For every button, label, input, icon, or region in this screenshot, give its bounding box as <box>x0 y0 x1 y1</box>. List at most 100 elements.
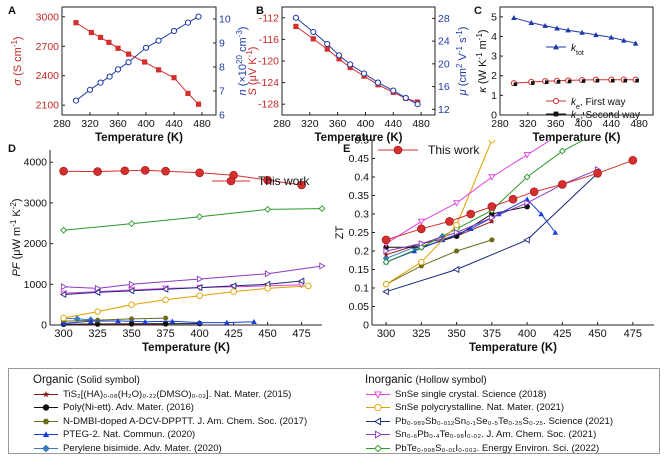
reference-zt-line <box>385 239 493 285</box>
panel-letter: D <box>8 143 16 155</box>
y-axis-label-part: -2 <box>9 202 18 210</box>
panel-c: 280 320 360 400 440 480 Temperature (K) 0 1 2 3 4 5C… <box>474 5 654 144</box>
reference-pf-point <box>264 270 272 278</box>
reference-pf-point <box>161 285 169 293</box>
ktot-series-point <box>608 34 615 40</box>
y-axis-label-part: -1 <box>475 33 484 41</box>
legend-label-part: k <box>571 110 577 121</box>
legend-item: SnSe polycrystalline. Nat. Mater. (2021) <box>365 401 613 414</box>
this-work-pf-point <box>120 166 130 176</box>
legend-swatch-marker <box>374 430 383 439</box>
y-axis-label: μ (cm2 V-1 s-1) <box>455 27 470 97</box>
legend-item-label: TiS₂[(HA)₀.₀₈(H₂O)₀.₂₂(DMSO)₀.₀₃]. Nat. … <box>63 389 292 400</box>
x-tick-label: 360 <box>329 118 347 130</box>
y-tick-label: 20 <box>438 58 450 70</box>
y-axis-label-part: -1 <box>245 50 254 58</box>
y-axis-label-part: -1 <box>475 52 484 60</box>
reference-zt-line <box>385 140 585 263</box>
this-work-zt-point <box>529 187 539 197</box>
reference-pf-point <box>251 318 257 324</box>
reference-pf-line <box>63 317 166 322</box>
reference-pf-point <box>128 320 135 327</box>
y-axis-label-part: PF <box>11 261 23 276</box>
y-tick-label: 4000 <box>24 157 48 169</box>
legend-label-part: , Second way <box>580 110 640 121</box>
y-axis-label-part: K <box>11 209 23 220</box>
y-tick-label: 5 <box>491 11 497 23</box>
reference-pf-point <box>297 277 305 285</box>
reference-zt-point <box>558 147 566 155</box>
reference-zt-line <box>385 220 493 256</box>
this-work-pf-point <box>195 168 204 178</box>
y-axis-label-part: ) <box>247 47 259 51</box>
legend-item: PTEG-2. Nat. Commun. (2020) <box>33 428 307 441</box>
reference-zt-point <box>467 226 474 232</box>
x-tick-label: 400 <box>137 118 155 130</box>
this-work-pf-point <box>161 166 170 176</box>
legend-label-part: , First way <box>580 97 626 108</box>
reference-pf-point <box>196 213 204 221</box>
n-series-point <box>106 73 113 80</box>
sigma-series-point <box>73 20 79 26</box>
y-axis-label-part: ) <box>11 198 23 202</box>
legend-item-label: Poly(Ni-ett). Adv. Mater. (2016) <box>63 402 194 414</box>
y-tick-label: -124 <box>258 77 279 89</box>
legend-item: SnSe single crystal. Science (2018) <box>365 388 613 401</box>
reference-zt-point <box>524 199 531 207</box>
y-tick-label: 3000 <box>24 197 48 209</box>
this-work-pf-point <box>59 166 68 176</box>
y-tick-label: 7 <box>219 86 225 98</box>
y-axis-label-part: s <box>457 37 469 46</box>
this-work-zt-point <box>381 235 391 245</box>
legend-label: ke, Second way <box>571 110 640 124</box>
reference-zt-line <box>385 140 493 285</box>
y-tick-label: 24 <box>438 36 450 48</box>
legend-swatch <box>366 417 390 426</box>
y-tick-label: 0.3 <box>354 209 369 221</box>
reference-zt-point <box>453 248 460 254</box>
reference-zt-point <box>452 265 460 274</box>
legend-label-part: e <box>576 117 580 124</box>
legend-swatch <box>366 444 390 452</box>
ke-second-point <box>567 79 572 84</box>
panel-letter: E <box>343 143 350 155</box>
reference-zt-point <box>382 281 390 288</box>
legend-label: ke, First way <box>571 97 625 111</box>
this-work-zt-point <box>508 194 518 204</box>
legend-item: Sn₀.₆Pb₀.₄Te₀.₉₈I₀.₀₂. J. Am. Chem. Soc.… <box>365 428 613 441</box>
panel-letter: A <box>8 5 16 17</box>
seebeck-series-point <box>324 46 330 52</box>
ktot-series-point <box>554 25 560 31</box>
inorganic-legend-title: Inorganic (Hollow symbol) <box>365 374 487 386</box>
reference-pf-point <box>305 282 312 290</box>
reference-pf-point <box>318 205 326 213</box>
this-work-zt-point <box>628 156 638 165</box>
reference-zt-point <box>489 237 495 243</box>
x-tick-label: 475 <box>624 328 642 340</box>
legend-label: This work <box>258 174 310 188</box>
reference-pf-point <box>196 292 203 299</box>
ke-second-point <box>544 80 549 85</box>
y-tick-label: 2700 <box>36 41 60 53</box>
legend-swatch-marker <box>374 444 382 452</box>
reference-pf-point <box>162 320 169 327</box>
mobility-series-point <box>347 61 354 68</box>
x-tick-label: 400 <box>190 328 208 340</box>
y-tick-label: 8 <box>219 62 225 74</box>
legend-item-label: SnSe polycrystalline. Nat. Mater. (2021) <box>395 402 565 414</box>
y-axis-label-part: -1 <box>455 45 464 53</box>
y-tick-label: -128 <box>258 99 279 111</box>
plot-frame <box>61 6 217 116</box>
x-tick-label: 360 <box>547 118 565 130</box>
reference-zt-point <box>523 152 531 159</box>
legend-swatch-marker <box>374 391 382 399</box>
sigma-series-point <box>115 45 121 51</box>
inorganic-legend: Inorganic (Hollow symbol) SnSe single cr… <box>365 372 613 455</box>
ktot-series-point <box>620 37 627 43</box>
n-series-point <box>195 13 202 20</box>
this-work-zt-point <box>466 209 476 219</box>
legend-swatch-marker <box>42 404 50 412</box>
y-tick-label: 6 <box>219 110 225 122</box>
y-axis-label-part: ) <box>477 29 489 33</box>
